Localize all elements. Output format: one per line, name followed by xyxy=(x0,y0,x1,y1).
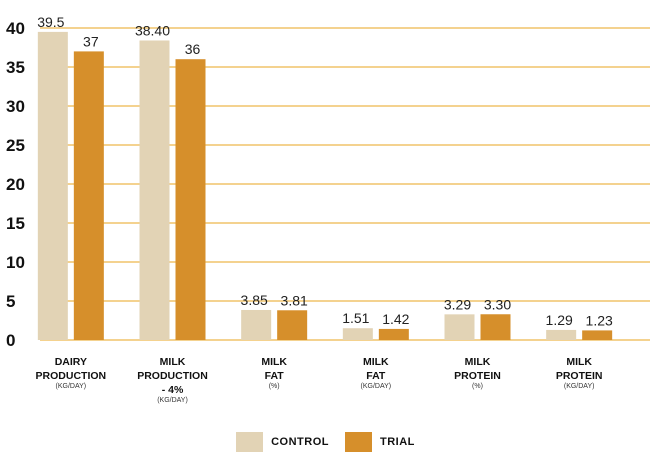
bar-trial xyxy=(175,59,206,340)
bar-chart: 0 5 10 15 20 25 30 35 40 39.5 37 38.40 36 3.85 3.81 1.… xyxy=(6,14,650,404)
legend-swatch-trial xyxy=(345,432,372,452)
data-label-control: 39.5 xyxy=(37,14,64,30)
category-unit: (KG/DAY) xyxy=(564,383,595,390)
bar-trial xyxy=(582,330,613,340)
category-label: PRODUCTION xyxy=(36,370,107,382)
y-tick-label: 40 xyxy=(6,19,25,38)
bar-control xyxy=(37,31,68,341)
data-label-trial: 36 xyxy=(185,41,201,57)
y-tick-label: 5 xyxy=(6,292,15,311)
bar-control xyxy=(342,328,373,340)
category-label: DAIRY xyxy=(55,356,87,368)
bar-trial xyxy=(480,314,511,340)
data-label-trial: 37 xyxy=(83,33,99,49)
category-unit: (KG/DAY) xyxy=(157,397,188,404)
y-tick-label: 10 xyxy=(6,253,25,272)
bar-trial xyxy=(378,328,409,340)
data-label-control: 3.29 xyxy=(444,296,471,312)
y-tick-label: 25 xyxy=(6,136,25,155)
category-label: MILK xyxy=(160,356,186,368)
bar-control xyxy=(241,309,272,340)
bar-control xyxy=(444,314,475,340)
data-label-control: 3.85 xyxy=(241,292,268,308)
category-label: FAT xyxy=(366,370,386,382)
data-label-trial: 3.81 xyxy=(281,292,308,308)
gridlines xyxy=(40,27,650,341)
category-label: MILK xyxy=(261,356,287,368)
category-label: MILK xyxy=(363,356,389,368)
data-label-control: 38.40 xyxy=(135,22,170,38)
category-label: MILK xyxy=(566,356,592,368)
y-tick-label: 20 xyxy=(6,175,25,194)
category-label: PROTEIN xyxy=(454,370,501,382)
y-tick-label: 0 xyxy=(6,331,15,350)
bar-trial xyxy=(73,51,104,341)
data-label-trial: 1.42 xyxy=(382,311,409,327)
legend-item-trial: TRIAL xyxy=(345,432,415,452)
category-label: PRODUCTION xyxy=(137,370,208,382)
legend-label-trial: TRIAL xyxy=(380,436,415,448)
legend-swatch-control xyxy=(236,432,264,452)
category-label: PROTEIN xyxy=(556,370,603,382)
category-unit: (KG/DAY) xyxy=(361,383,392,390)
data-label-control: 1.29 xyxy=(546,312,573,328)
y-tick-label: 15 xyxy=(6,214,25,233)
bar-control xyxy=(139,40,170,340)
category-label: FAT xyxy=(265,370,285,382)
bars xyxy=(37,31,613,341)
legend: CONTROL TRIAL xyxy=(0,430,661,454)
data-labels: 39.5 37 38.40 36 3.85 3.81 1.51 1.42 3.29 3.30 1.2… xyxy=(37,14,613,329)
category-unit: (KG/DAY) xyxy=(56,383,87,390)
y-axis: 0 5 10 15 20 25 30 35 40 xyxy=(6,19,25,350)
y-tick-label: 30 xyxy=(6,97,25,116)
legend-item-control: CONTROL xyxy=(236,432,329,452)
category-unit: (%) xyxy=(269,383,280,390)
bar-control xyxy=(546,329,577,340)
category-label: - 4% xyxy=(162,384,184,396)
data-label-trial: 3.30 xyxy=(484,296,511,312)
data-label-trial: 1.23 xyxy=(586,312,613,328)
y-tick-label: 35 xyxy=(6,58,25,77)
category-label: MILK xyxy=(465,356,491,368)
bar-trial xyxy=(277,310,308,340)
data-label-control: 1.51 xyxy=(342,310,369,326)
legend-label-control: CONTROL xyxy=(271,436,329,448)
category-unit: (%) xyxy=(472,383,483,390)
